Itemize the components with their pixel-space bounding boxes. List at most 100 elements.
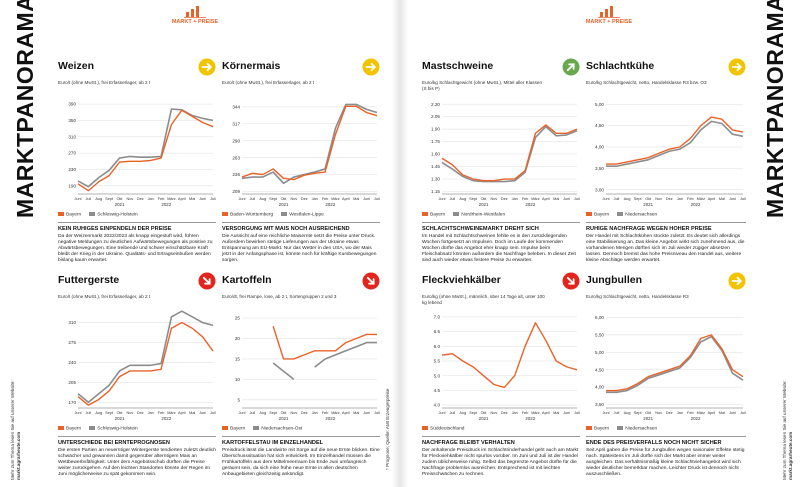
y-tick-label: 4.5 bbox=[434, 388, 441, 393]
legend-item: Bayern bbox=[422, 212, 445, 217]
x-tick-label: März bbox=[697, 411, 706, 415]
caption-heading: ENDE DES PREISVERFALLS NOCH NICHT SICHER bbox=[586, 440, 722, 446]
x-tick-label: April bbox=[342, 197, 350, 201]
legend: Bayern Niedersachsen-Ost bbox=[222, 426, 302, 431]
x-tick-label: Juli bbox=[574, 197, 580, 201]
x-group-label: 2021 bbox=[115, 202, 125, 207]
chart-title: Körnermais bbox=[222, 60, 281, 72]
trend-arrow bbox=[728, 58, 746, 76]
x-tick-label: Aug bbox=[95, 197, 102, 201]
legend-label: Süddeutschland bbox=[430, 426, 465, 432]
chart-panel: Mastschweine Euro/kg Schlachtgewicht (ohn… bbox=[422, 58, 580, 268]
x-tick-label: Juni bbox=[729, 197, 736, 201]
trend-glyph-path bbox=[731, 62, 743, 72]
y-tick-label: 1.75 bbox=[431, 139, 440, 144]
legend-item: Baden-Württemberg bbox=[222, 212, 273, 217]
legend-swatch bbox=[89, 426, 96, 430]
x-tick-label: Okt bbox=[645, 197, 652, 201]
x-tick-label: Mai bbox=[553, 411, 559, 415]
y-tick-label: 3,50 bbox=[595, 402, 604, 407]
legend-item: Nordrhein-Westfalen bbox=[453, 212, 505, 217]
chart-subtitle: Euro/t (ohne MwSt.), frei Erfasserlager,… bbox=[58, 80, 151, 85]
legend-swatch bbox=[222, 426, 228, 430]
trend-arrow bbox=[562, 272, 580, 290]
x-tick-label: April bbox=[178, 197, 186, 201]
legend-label: Bayern bbox=[66, 426, 82, 432]
x-tick-label: Sept bbox=[634, 411, 643, 415]
x-group-label: 2022 bbox=[691, 202, 701, 207]
x-tick-label: Juni bbox=[603, 197, 610, 201]
chart-title: Futtergerste bbox=[58, 274, 120, 286]
y-tick-label: 275 bbox=[68, 340, 76, 345]
legend-swatch bbox=[89, 212, 96, 216]
legend-item: Bayern bbox=[586, 212, 609, 217]
x-tick-label: Juni bbox=[199, 411, 206, 415]
y-tick-label: 4,50 bbox=[595, 123, 604, 128]
y-tick-label: 5.0 bbox=[434, 373, 441, 378]
legend-item: Bayern bbox=[58, 212, 81, 217]
trend-arrow bbox=[198, 58, 216, 76]
trend-glyph-path bbox=[366, 276, 375, 285]
y-tick-label: 5,00 bbox=[595, 102, 604, 107]
trend-arrow bbox=[198, 272, 216, 290]
x-tick-label: Okt bbox=[481, 411, 488, 415]
legend-label: Westfalen-Lippe bbox=[289, 212, 324, 218]
x-tick-label: Juli bbox=[86, 411, 92, 415]
y-tick-label: 1.30 bbox=[431, 177, 440, 182]
caption-heading: KARTOFFELSTAU IM EINZELHANDEL bbox=[222, 440, 324, 446]
x-tick-label: Juni bbox=[363, 411, 370, 415]
caption-text: Der Handel mit Schlachtkühen stockte zul… bbox=[586, 234, 745, 263]
series-line bbox=[314, 341, 377, 368]
caption-text: Da der Weizenmarkt 2022/2023 als knapp e… bbox=[58, 234, 213, 263]
chart-panel: Weizen Euro/t (ohne MwSt.), frei Erfasser… bbox=[58, 58, 216, 268]
series-line bbox=[272, 326, 377, 360]
x-group-label: 2022 bbox=[691, 416, 701, 421]
legend-label: Nordrhein-Westfalen bbox=[461, 212, 506, 218]
x-tick-label: Juli bbox=[450, 411, 456, 415]
legend-item: Bayern bbox=[586, 426, 609, 431]
x-tick-label: Juli bbox=[614, 411, 620, 415]
x-tick-label: Juni bbox=[75, 197, 82, 201]
y-tick-label: 310 bbox=[68, 134, 76, 139]
legend-swatch bbox=[253, 426, 260, 430]
x-tick-label: Juni bbox=[439, 197, 446, 201]
x-tick-label: Aug bbox=[95, 411, 102, 415]
x-tick-label: Juni bbox=[363, 197, 370, 201]
caption-heading: SCHLACHTSCHWEINEMARKT DREHT SICH bbox=[422, 226, 539, 232]
y-tick-label: 270 bbox=[68, 151, 76, 156]
y-tick-label: 230 bbox=[68, 167, 76, 172]
y-tick-label: 10 bbox=[235, 377, 241, 382]
legend-swatch bbox=[586, 212, 592, 216]
x-tick-label: Nov bbox=[491, 411, 498, 415]
series-line bbox=[606, 120, 744, 168]
y-tick-label: 4.0 bbox=[434, 403, 441, 408]
trend-arrow bbox=[728, 272, 746, 290]
x-group-label: 2021 bbox=[479, 202, 489, 207]
chart-title: Weizen bbox=[58, 60, 94, 72]
legend-label: Schleswig-Holstein bbox=[97, 426, 138, 432]
caption-rule bbox=[422, 436, 580, 437]
y-tick-label: 350 bbox=[68, 118, 76, 123]
trend-glyph bbox=[566, 63, 575, 72]
y-tick-label: 2.20 bbox=[431, 102, 440, 107]
series-line bbox=[77, 109, 214, 192]
x-tick-label: Aug bbox=[259, 411, 266, 415]
trend-glyph bbox=[566, 276, 575, 285]
caption-heading: VERSORGUNG MIT MAIS NOCH AUSREICHEND bbox=[222, 226, 350, 232]
chart-title: Fleckviehkälber bbox=[422, 274, 501, 286]
x-tick-label: Nov bbox=[655, 411, 662, 415]
legend-item: Niedersachsen bbox=[617, 212, 657, 217]
x-tick-label: März bbox=[331, 197, 340, 201]
x-tick-label: Sept bbox=[105, 411, 114, 415]
x-tick-label: Dez bbox=[666, 411, 673, 415]
caption-rule bbox=[58, 436, 216, 437]
x-group-label: 2021 bbox=[115, 416, 125, 421]
y-tick-label: 310 bbox=[68, 320, 76, 325]
x-group-label: 2022 bbox=[161, 416, 171, 421]
x-group-label: 2021 bbox=[643, 202, 653, 207]
x-group-label: 2021 bbox=[643, 416, 653, 421]
x-group-label: 2022 bbox=[325, 202, 335, 207]
series-line bbox=[441, 322, 578, 389]
x-tick-label: April bbox=[342, 411, 350, 415]
caption-rule bbox=[586, 222, 746, 223]
